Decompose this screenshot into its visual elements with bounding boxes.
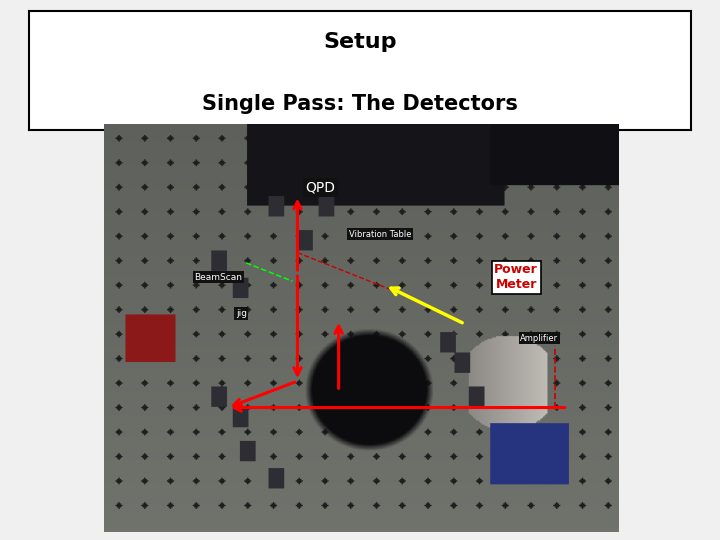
Text: Single Pass: The Detectors: Single Pass: The Detectors: [202, 94, 518, 114]
Text: jig: jig: [235, 309, 247, 318]
Text: BeamScan: BeamScan: [194, 273, 243, 281]
Text: Vibration Table: Vibration Table: [348, 230, 411, 239]
Text: QPD: QPD: [305, 180, 336, 194]
Text: Setup: Setup: [323, 32, 397, 52]
Text: Amplifier: Amplifier: [521, 334, 559, 343]
Text: Power
Meter: Power Meter: [495, 263, 538, 291]
